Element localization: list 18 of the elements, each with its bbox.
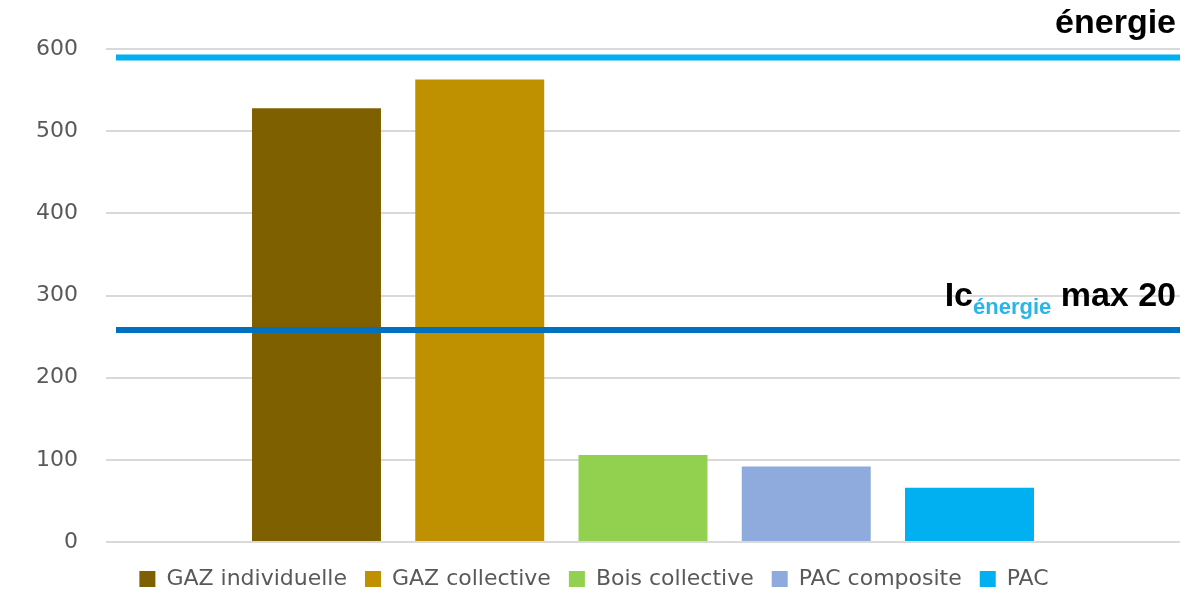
bar	[252, 108, 381, 541]
bar	[905, 487, 1034, 541]
y-tick-label: 300	[35, 281, 78, 307]
legend-label: Bois collective	[595, 564, 754, 590]
legend-label: GAZ collective	[392, 564, 551, 590]
legend-label: PAC composite	[798, 564, 962, 590]
y-tick-label: 200	[35, 363, 78, 389]
ref-line-label: énergie	[1055, 2, 1177, 41]
legend-label: PAC	[1006, 564, 1049, 590]
y-tick-label: 500	[35, 117, 78, 143]
y-tick-label: 600	[35, 34, 78, 60]
bar	[741, 466, 871, 541]
legend-label: GAZ individuelle	[166, 564, 348, 590]
y-tick-label: 400	[35, 199, 78, 225]
bar	[415, 79, 545, 541]
y-tick-label: 100	[35, 445, 78, 471]
y-tick-label: 0	[63, 527, 78, 553]
bar	[578, 454, 708, 541]
